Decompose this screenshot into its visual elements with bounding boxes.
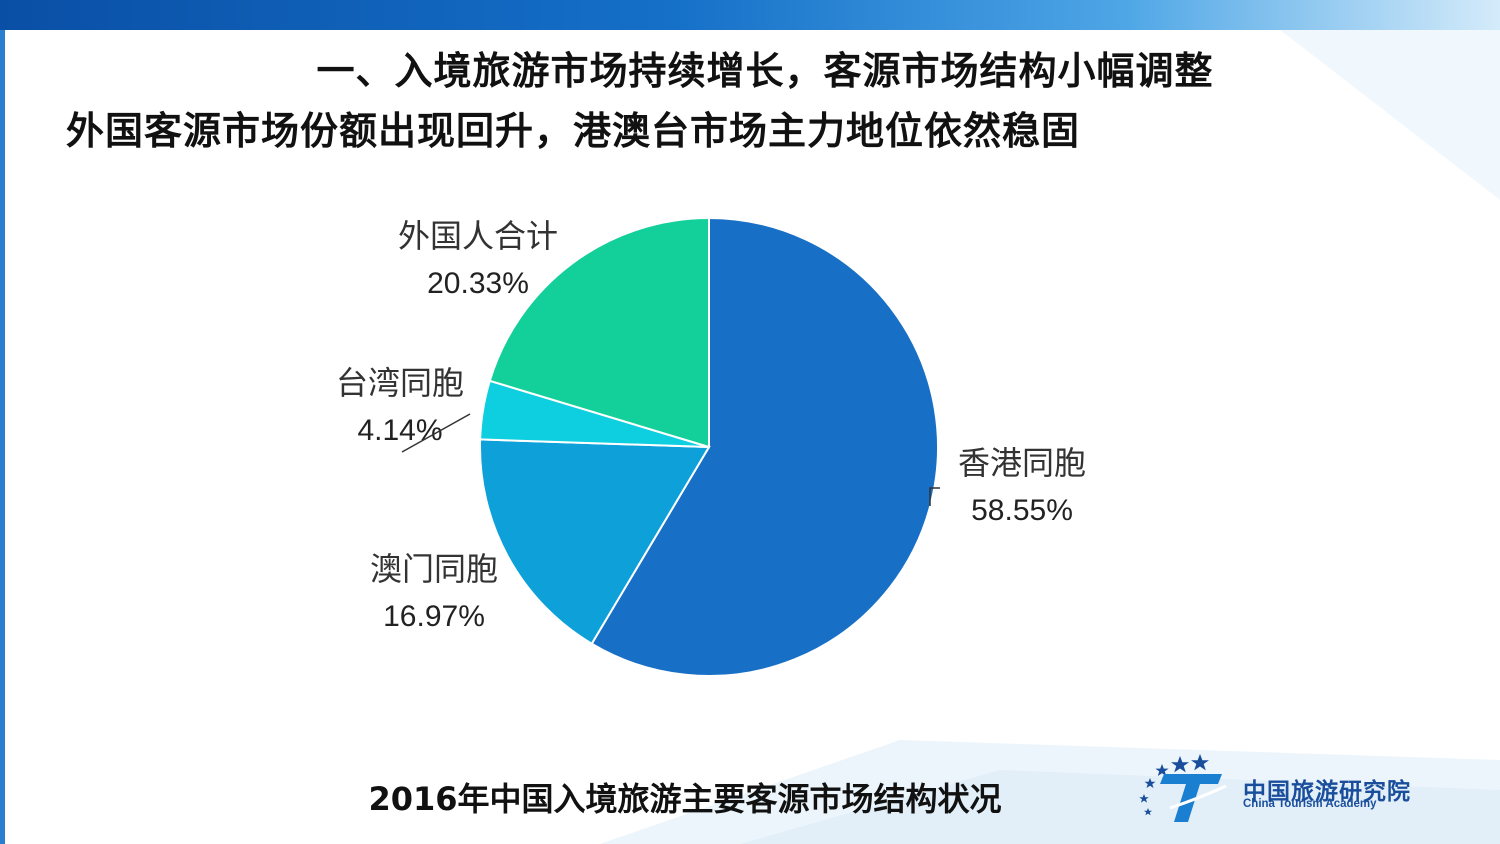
- slice-label-hong-kong: 香港同胞: [958, 444, 1086, 482]
- slice-value-foreign: 20.33%: [427, 267, 529, 300]
- slice-value-macau: 16.97%: [383, 600, 485, 633]
- tourism-academy-logo: [1139, 754, 1227, 822]
- logo-stars-icon: [1139, 754, 1209, 816]
- pie-slice-foreign: [488, 216, 710, 449]
- top-banner: [0, 0, 1500, 30]
- left-accent-bar: [0, 30, 5, 844]
- logo-name-cn: 中国旅游研究院: [1243, 779, 1411, 805]
- leader-line-hong-kong: [929, 487, 940, 506]
- slice-value-taiwan: 4.14%: [357, 414, 442, 447]
- pie-slice-macau: [479, 438, 711, 646]
- slice-label-foreign: 外国人合计: [398, 217, 558, 255]
- slice-label-taiwan: 台湾同胞: [336, 364, 464, 402]
- slide-subtitle: 外国客源市场份额出现回升，港澳台市场主力地位依然稳固: [66, 109, 1081, 153]
- chart-caption: 2016年中国入境旅游主要客源市场结构状况: [368, 780, 1002, 818]
- logo-name-en: China Tourism Academy: [1243, 798, 1377, 810]
- pie-slice-hong-kong: [590, 216, 939, 677]
- slice-label-macau: 澳门同胞: [370, 550, 498, 588]
- leader-line-taiwan: [401, 413, 471, 453]
- logo-t-icon: [1160, 774, 1222, 822]
- slide-title: 一、入境旅游市场持续增长，客源市场结构小幅调整: [316, 49, 1214, 93]
- slice-value-hong-kong: 58.55%: [971, 494, 1073, 527]
